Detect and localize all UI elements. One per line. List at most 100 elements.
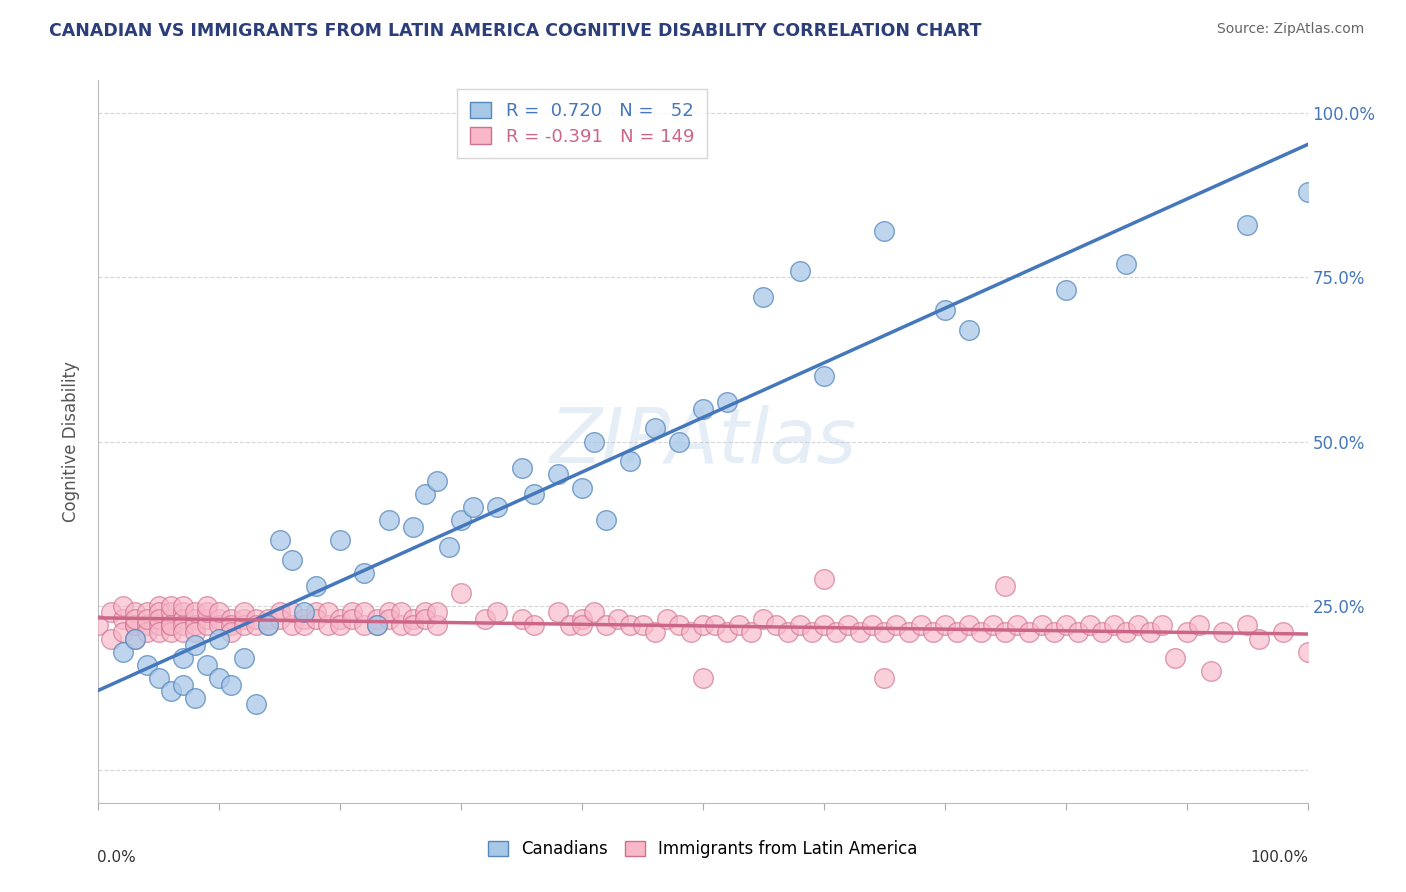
Point [389,605,412,619]
Point [1067,625,1090,640]
Point [256,612,278,626]
Point [208,632,231,646]
Point [148,671,170,685]
Point [1236,618,1258,632]
Point [1018,625,1040,640]
Text: 100.0%: 100.0% [1251,850,1309,864]
Point [1128,618,1150,632]
Point [160,618,183,632]
Point [1139,625,1161,640]
Point [1054,284,1077,298]
Text: ZIPAtlas: ZIPAtlas [550,405,856,478]
Point [124,612,146,626]
Point [221,677,243,691]
Point [486,500,509,515]
Point [135,612,157,626]
Point [402,520,425,534]
Point [100,605,122,619]
Point [1031,618,1053,632]
Point [269,533,291,547]
Point [1199,665,1222,679]
Point [245,618,267,632]
Point [1115,625,1137,640]
Point [934,618,956,632]
Point [426,474,449,488]
Point [256,618,278,632]
Point [571,618,593,632]
Point [281,618,304,632]
Point [124,618,146,632]
Point [111,645,134,659]
Point [329,618,352,632]
Point [160,605,183,619]
Point [776,625,799,640]
Point [583,434,606,449]
Point [148,605,170,619]
Point [342,612,364,626]
Point [957,323,980,337]
Point [269,612,291,626]
Point [221,612,243,626]
Point [305,612,328,626]
Point [160,625,183,640]
Point [655,612,678,626]
Point [1091,625,1114,640]
Point [437,540,460,554]
Point [232,605,254,619]
Point [1054,618,1077,632]
Point [619,618,641,632]
Point [413,612,436,626]
Point [316,605,339,619]
Point [135,657,157,672]
Point [148,612,170,626]
Point [172,651,194,665]
Point [208,671,231,685]
Point [269,605,291,619]
Point [740,625,762,640]
Point [704,618,727,632]
Legend: Canadians, Immigrants from Latin America: Canadians, Immigrants from Latin America [479,832,927,867]
Point [366,618,388,632]
Point [184,605,207,619]
Point [910,618,932,632]
Point [281,553,304,567]
Point [366,612,388,626]
Point [353,618,375,632]
Point [184,638,207,652]
Point [921,625,943,640]
Point [281,605,304,619]
Point [692,671,714,685]
Point [716,625,738,640]
Point [1102,618,1125,632]
Point [124,618,146,632]
Point [305,579,328,593]
Point [728,618,751,632]
Point [619,454,641,468]
Point [450,585,472,599]
Point [1296,645,1319,659]
Point [426,618,449,632]
Point [329,612,352,626]
Text: Source: ZipAtlas.com: Source: ZipAtlas.com [1216,22,1364,37]
Point [692,401,714,416]
Point [789,618,811,632]
Point [1236,218,1258,232]
Point [813,618,835,632]
Point [195,657,218,672]
Point [292,618,315,632]
Point [547,467,569,482]
Point [377,612,399,626]
Point [849,625,872,640]
Point [583,605,606,619]
Point [837,618,859,632]
Point [160,612,183,626]
Point [389,618,412,632]
Point [523,487,546,501]
Point [232,618,254,632]
Point [111,612,134,626]
Point [873,625,896,640]
Point [184,618,207,632]
Point [1152,618,1174,632]
Point [195,618,218,632]
Point [813,573,835,587]
